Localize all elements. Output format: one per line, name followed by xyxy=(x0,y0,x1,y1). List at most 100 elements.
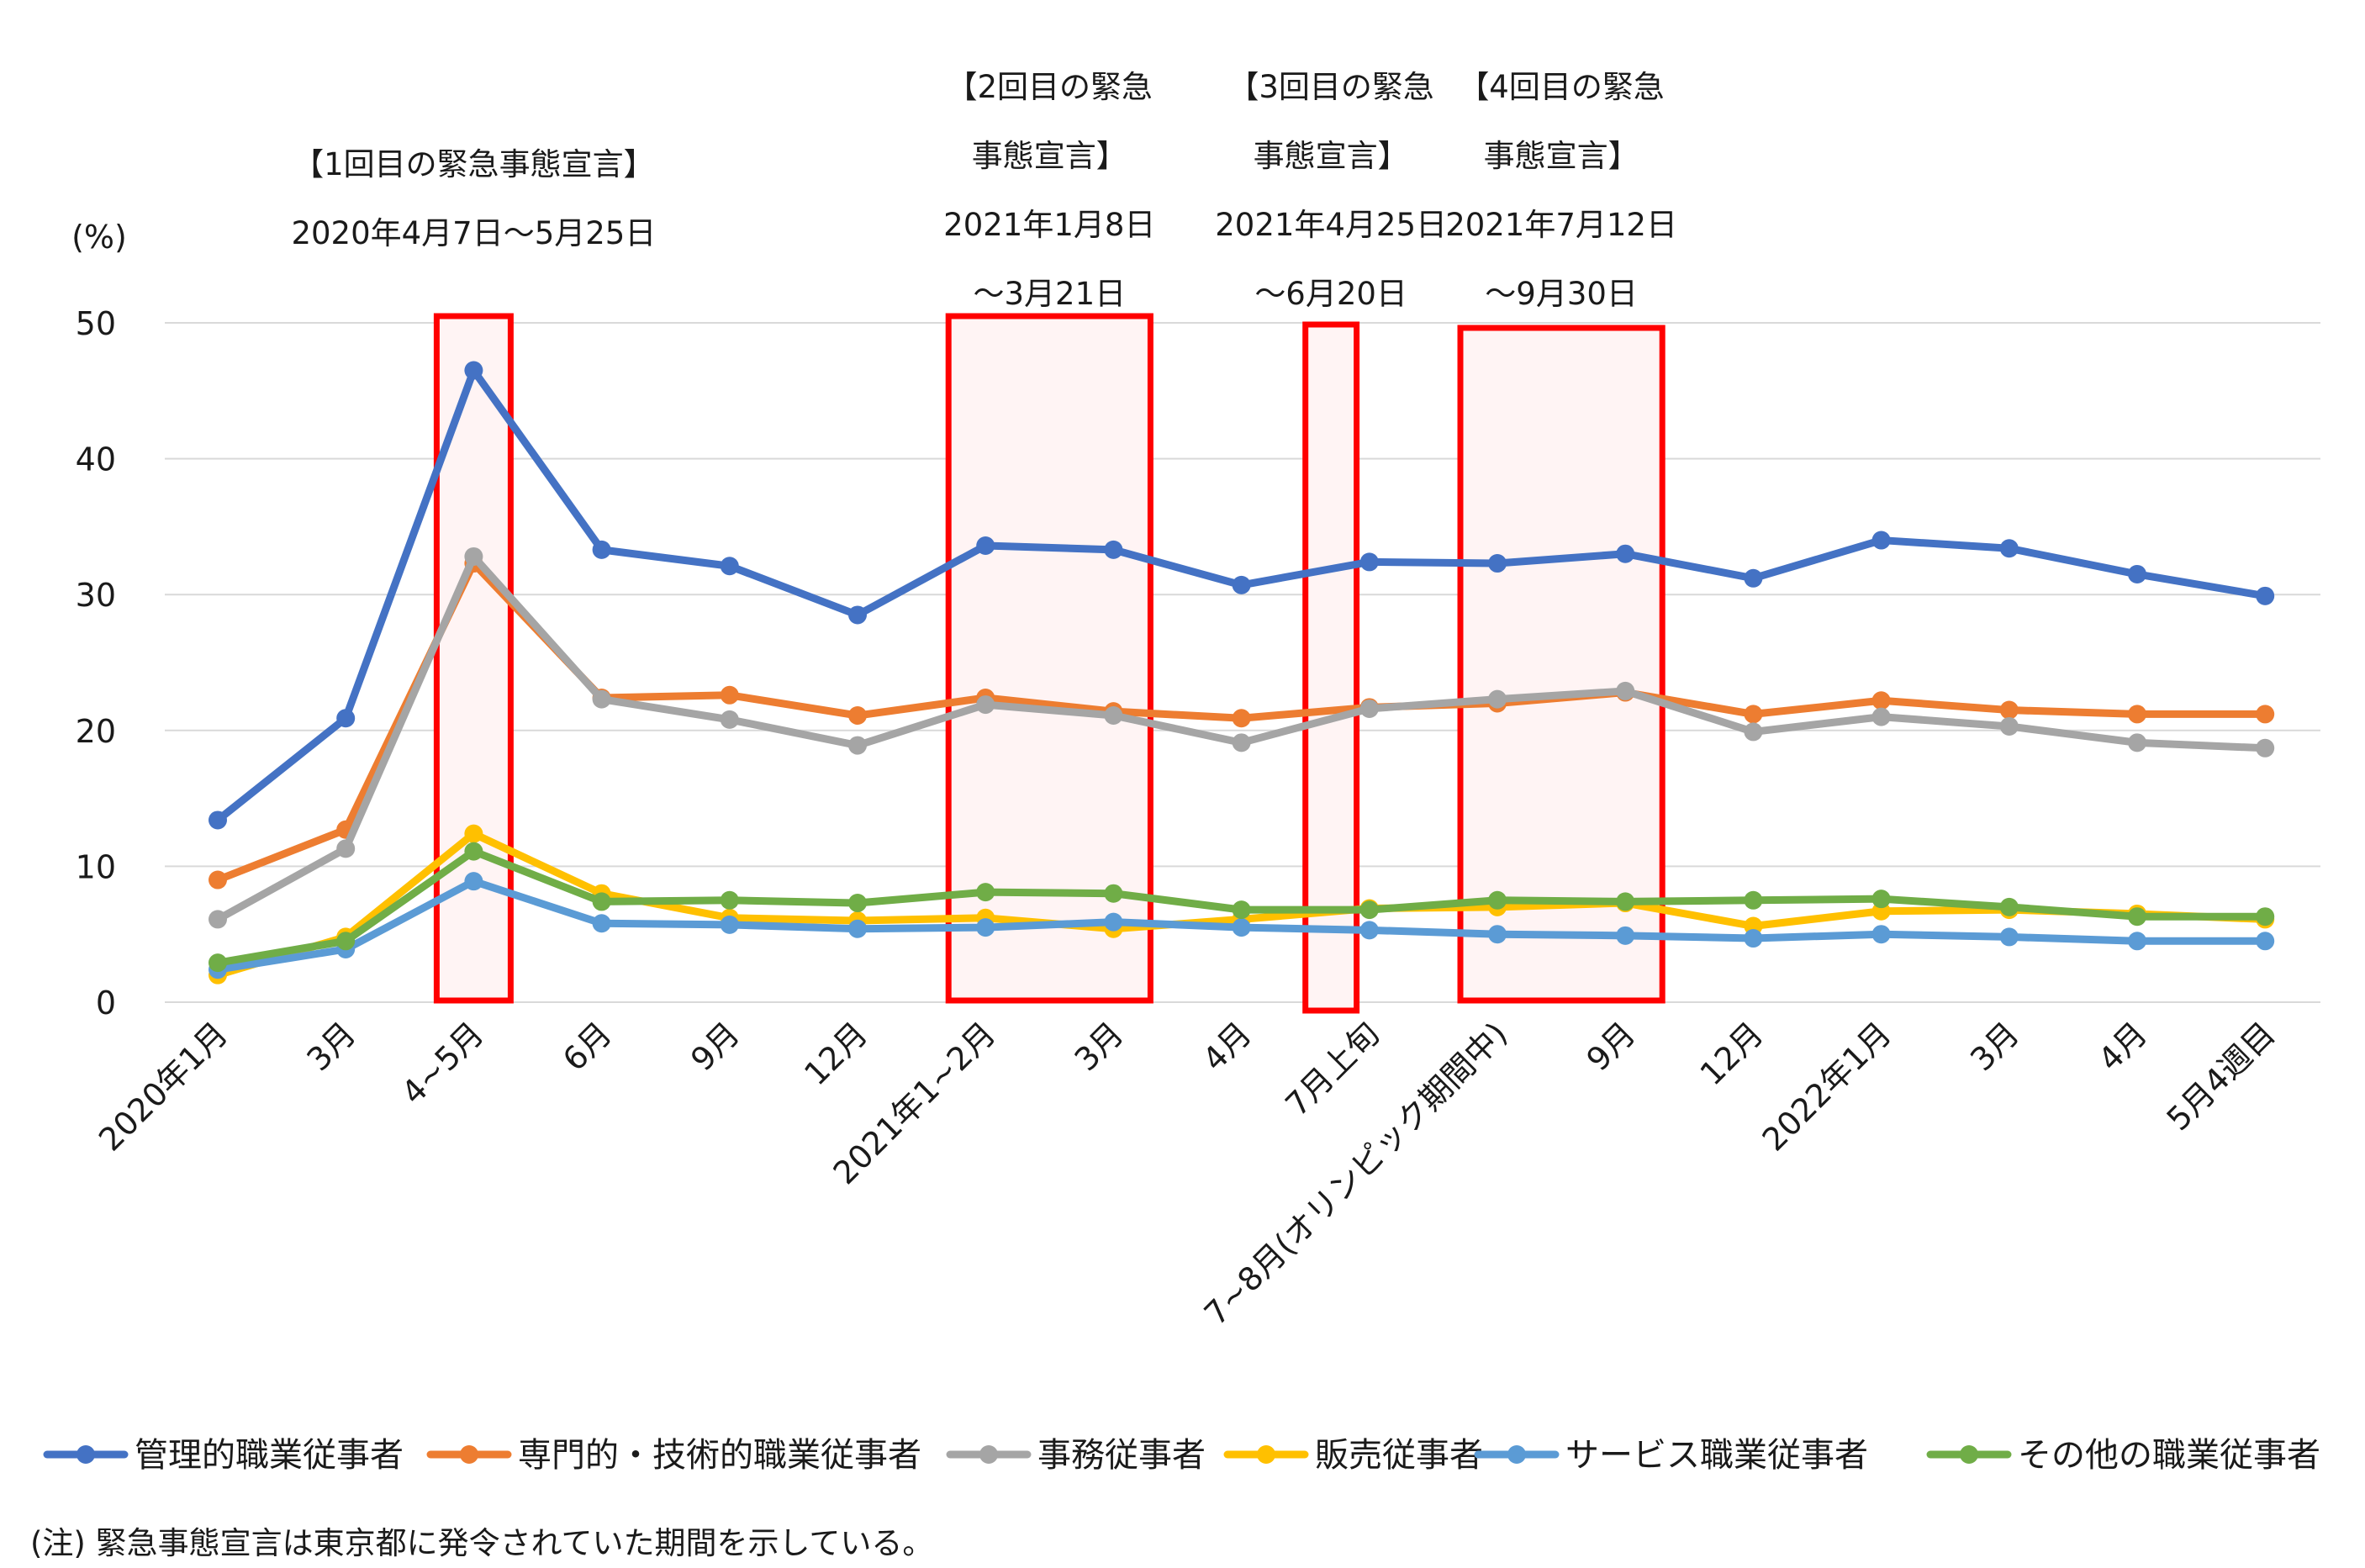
legend-swatch-marker-6 xyxy=(1960,1445,1978,1464)
series-1-point-15 xyxy=(2128,564,2146,583)
series-1-point-11 xyxy=(1616,544,1635,563)
series-1-point-13 xyxy=(1871,531,1891,550)
series-5-point-16 xyxy=(2256,932,2275,951)
x-tick-label-13: 2022年1月 xyxy=(1755,1015,1898,1158)
legend-item-6: その他の職業従事者 xyxy=(1926,1436,2320,1475)
series-3-point-15 xyxy=(2128,733,2146,752)
series-1-point-7 xyxy=(1104,540,1123,559)
y-tick-label-0: 0 xyxy=(96,985,116,1022)
period-annotation-2-line-1: 【2回目の緊急 xyxy=(947,69,1153,105)
series-5-point-2 xyxy=(464,872,483,891)
legend-item-3: 事務従事者 xyxy=(946,1436,1206,1475)
y-tick-label-10: 10 xyxy=(76,848,116,885)
series-1-point-1 xyxy=(336,709,356,728)
x-tick-label-14: 3月 xyxy=(1963,1015,2026,1078)
series-6-point-7 xyxy=(1104,884,1123,903)
y-tick-label-20: 20 xyxy=(76,713,116,750)
series-3-point-16 xyxy=(2256,738,2275,758)
legend-label-6: その他の職業従事者 xyxy=(2018,1436,2320,1475)
series-6-point-11 xyxy=(1616,892,1635,911)
series-1-point-4 xyxy=(720,557,739,576)
period-annotation-4-line-1: 【4回目の緊急 xyxy=(1458,69,1665,105)
series-3-point-9 xyxy=(1359,699,1379,718)
series-6 xyxy=(209,842,2275,973)
series-6-point-8 xyxy=(1232,900,1251,920)
series-2-point-8 xyxy=(1232,709,1251,728)
x-tick-label-15: 4月 xyxy=(2091,1015,2154,1078)
series-1-point-6 xyxy=(976,536,995,556)
period-annotation-3-line-2: 事態宣言】 xyxy=(1254,138,1409,174)
x-tick-label-12: 12月 xyxy=(1693,1015,1771,1092)
series-5-point-13 xyxy=(1871,925,1891,944)
period-annotation-2-line-3: 2021年1月8日 xyxy=(943,207,1155,243)
legend-label-4: 販売従事者 xyxy=(1315,1436,1483,1475)
emergency-period-3 xyxy=(1302,321,1360,1014)
period-annotation-2-line-2: 事態宣言】 xyxy=(972,138,1127,174)
series-6-point-10 xyxy=(1488,890,1507,910)
period-annotation-4-line-3: 2021年7月12日 xyxy=(1445,207,1677,243)
series-3-point-6 xyxy=(976,695,995,715)
legend-swatch-marker-5 xyxy=(1507,1445,1526,1464)
series-1 xyxy=(209,361,2275,830)
grid-lines xyxy=(165,322,2320,1003)
series-6-point-3 xyxy=(592,892,611,911)
series-6-point-13 xyxy=(1871,890,1891,909)
series-5 xyxy=(209,872,2275,979)
series-2-point-14 xyxy=(1999,700,2019,720)
x-tick-label-7: 3月 xyxy=(1068,1015,1131,1078)
series-3 xyxy=(209,546,2275,929)
series-1-point-5 xyxy=(848,605,867,625)
emergency-period-4 xyxy=(1457,325,1666,1004)
x-tick-label-3: 6月 xyxy=(556,1015,619,1078)
legend-label-2: 専門的・技術的職業従事者 xyxy=(518,1436,921,1475)
period-annotation-4-line-4: ～9月30日 xyxy=(1485,276,1638,312)
series-3-point-4 xyxy=(720,710,739,729)
series-3-point-7 xyxy=(1104,706,1123,726)
series-2-point-5 xyxy=(848,706,867,726)
series-3-point-1 xyxy=(336,839,356,858)
series-1-point-3 xyxy=(592,540,611,559)
legend: 管理的職業従事者 専門的・技術的職業従事者 事務従事者 販売従事者 サービス職業従事者 そ… xyxy=(43,1436,2320,1475)
series-3-point-0 xyxy=(209,910,227,929)
x-tick-label-8: 4月 xyxy=(1196,1015,1259,1078)
series-5-point-7 xyxy=(1104,912,1123,932)
period-annotation-4-line-2: 事態宣言】 xyxy=(1484,138,1639,174)
x-tick-label-0: 2020年1月 xyxy=(92,1015,235,1158)
series-5-point-5 xyxy=(848,919,867,938)
series-1-point-9 xyxy=(1359,552,1379,572)
series-6-point-5 xyxy=(848,894,867,913)
series-5-point-11 xyxy=(1616,926,1635,945)
series-2-point-4 xyxy=(720,685,739,705)
legend-item-1: 管理的職業従事者 xyxy=(43,1436,404,1475)
series-2-point-15 xyxy=(2128,705,2146,724)
series-6-point-12 xyxy=(1744,890,1763,910)
series-5-point-8 xyxy=(1232,918,1251,937)
series-5-point-4 xyxy=(720,915,739,934)
x-tick-label-9: 7月上旬 xyxy=(1278,1015,1386,1123)
series-1-point-16 xyxy=(2256,586,2275,605)
series-6-point-14 xyxy=(1999,897,2019,916)
x-tick-label-5: 12月 xyxy=(797,1015,874,1092)
series-4-point-2 xyxy=(464,824,483,843)
legend-item-2: 専門的・技術的職業従事者 xyxy=(426,1436,921,1475)
series-6-point-1 xyxy=(336,932,356,951)
x-tick-label-1: 3月 xyxy=(299,1015,362,1078)
period-annotation-1-line-2: 2020年4月7日～5月25日 xyxy=(291,215,656,251)
series-6-point-6 xyxy=(976,883,995,902)
legend-item-4: 販売従事者 xyxy=(1223,1436,1483,1475)
series-5-point-14 xyxy=(1999,927,2019,947)
y-axis-unit-label: (%) xyxy=(71,219,127,256)
series-3-point-11 xyxy=(1616,681,1635,700)
series-5-point-3 xyxy=(592,914,611,933)
y-axis: (%) 0 10 20 30 40 50 xyxy=(71,219,127,1022)
legend-swatch-marker-2 xyxy=(460,1445,478,1464)
series-1-point-8 xyxy=(1232,575,1251,594)
period-annotation-2-line-4: ～3月21日 xyxy=(973,276,1126,312)
series-3-point-5 xyxy=(848,736,867,755)
series-3-point-10 xyxy=(1488,689,1507,709)
x-tick-label-11: 9月 xyxy=(1579,1015,1642,1078)
series-6-point-9 xyxy=(1359,900,1379,920)
